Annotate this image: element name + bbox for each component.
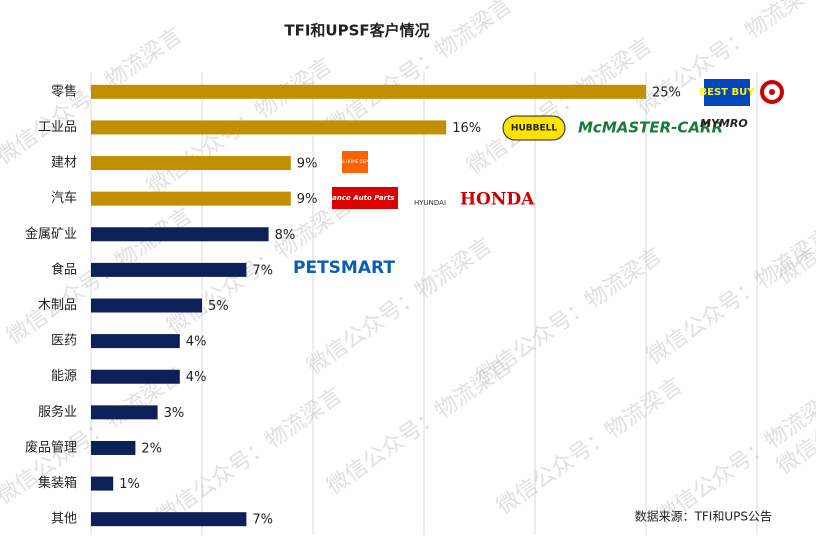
value-label: 16% xyxy=(452,121,481,136)
y-tick-label: 集装箱 xyxy=(38,475,77,491)
logo-bg xyxy=(704,79,750,106)
watermark: 微信公众号：物流梁言 xyxy=(463,33,658,180)
bar xyxy=(91,227,269,242)
value-label: 9% xyxy=(297,192,318,207)
bar xyxy=(91,405,158,420)
bar xyxy=(91,120,447,135)
value-label: 25% xyxy=(652,85,681,100)
watermark: 微信公众号：物流梁言 xyxy=(303,233,498,380)
value-label: 1% xyxy=(119,477,140,492)
bar xyxy=(91,369,180,384)
logo: Advance Auto Parts xyxy=(316,194,394,202)
value-label: 4% xyxy=(186,335,207,350)
y-tick-label: 金属矿业 xyxy=(25,226,77,242)
value-label: 7% xyxy=(252,513,273,528)
bars: 零售 25% 工业品 16% 建材 9% 汽车 9% 金属矿业 8% 食品 7% 木制品 5% 医药 4% 能源… xyxy=(25,83,681,527)
logo-target xyxy=(769,89,775,95)
logo: THE HOME DEPOT xyxy=(336,159,374,164)
bar xyxy=(91,334,180,349)
y-tick-label: 汽车 xyxy=(51,190,77,206)
value-label: 2% xyxy=(141,441,162,456)
watermark: 微信公众号：物流梁言 xyxy=(773,143,816,290)
logo-target xyxy=(760,80,784,104)
bar xyxy=(91,440,136,455)
bar xyxy=(91,512,247,527)
value-label: 8% xyxy=(275,228,296,243)
value-label: 7% xyxy=(252,263,273,278)
logo-bg xyxy=(332,187,398,209)
logo-bg xyxy=(342,151,368,173)
logo: McMASTER-CARR xyxy=(578,119,723,137)
y-tick-label: 废品管理 xyxy=(25,439,77,455)
y-tick-label: 能源 xyxy=(51,369,77,384)
y-tick-label: 工业品 xyxy=(38,120,77,135)
bar xyxy=(91,298,202,313)
value-label: 9% xyxy=(297,157,318,172)
logo: MYMRO xyxy=(700,117,748,130)
source-note: 数据来源：TFI和UPS公告 xyxy=(635,509,772,524)
bar xyxy=(91,84,646,99)
logo-bg xyxy=(502,115,566,141)
bar xyxy=(91,156,291,171)
y-tick-label: 医药 xyxy=(51,334,77,349)
y-tick-label: 食品 xyxy=(51,261,77,277)
logo: BEST BUY xyxy=(700,87,756,98)
y-tick-label: 零售 xyxy=(51,83,77,99)
logo: PETSMART xyxy=(293,258,395,278)
logo: HUBBELL xyxy=(511,124,557,134)
y-tick-label: 木制品 xyxy=(38,298,77,313)
watermark: 微信公众号：物流梁言 xyxy=(493,373,688,520)
value-label: 5% xyxy=(208,299,229,314)
y-tick-label: 建材 xyxy=(51,156,77,171)
y-tick-label: 服务业 xyxy=(38,404,77,420)
value-label: 4% xyxy=(186,370,207,385)
y-tick-label: 其他 xyxy=(51,512,77,527)
logo: HONDA xyxy=(460,190,535,210)
chart-title: TFI和UPSF客户情况 xyxy=(284,22,429,40)
watermark: 微信公众号：物流梁言 xyxy=(643,223,816,370)
bar xyxy=(91,476,114,491)
bar xyxy=(91,191,291,206)
bar xyxy=(91,262,247,277)
grid xyxy=(90,72,758,535)
value-label: 3% xyxy=(164,406,185,421)
watermark: 微信公众号：物流梁言 xyxy=(323,353,518,500)
logo: HYUNDAI xyxy=(414,199,446,207)
